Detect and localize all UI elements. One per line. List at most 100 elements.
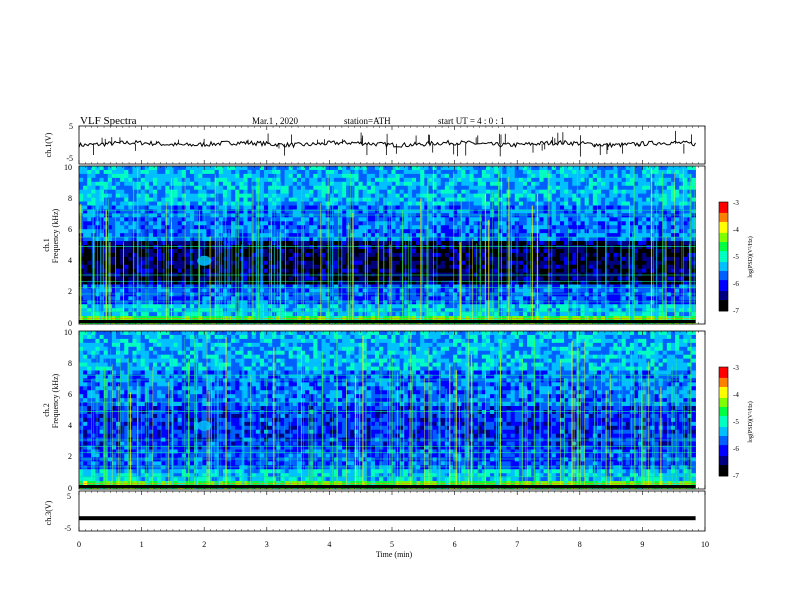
spectrogram-cell: [379, 173, 384, 179]
spectrogram-cell: [518, 237, 524, 242]
spectrogram-cell: [675, 221, 680, 226]
spectrogram-cell: [111, 225, 117, 230]
spectrogram-cell: [416, 205, 421, 210]
spectrogram-cell: [494, 181, 499, 187]
spectrogram-cell: [580, 177, 585, 183]
spectrogram-cell: [436, 173, 442, 179]
spectrogram-cell: [231, 241, 236, 246]
spectrogram-cell: [251, 225, 257, 230]
spectrogram-cell: [194, 181, 199, 187]
spectrogram-cell: [440, 264, 446, 269]
spectrogram-cell: [157, 213, 162, 218]
spectrogram-cell: [116, 288, 121, 293]
spectrogram-cell: [416, 185, 421, 190]
spectrogram-cell: [235, 241, 240, 246]
spectrogram-cell: [683, 233, 688, 238]
spectrogram-cell: [202, 221, 207, 226]
spectrogram-cell: [83, 229, 88, 234]
spectrogram-cell: [206, 209, 211, 214]
spectrogram-cell: [613, 256, 618, 262]
spectrogram-cell: [140, 237, 146, 242]
spectrogram-cell: [214, 169, 220, 175]
spectrogram-cell: [165, 260, 170, 266]
spectrogram-cell: [358, 201, 363, 206]
spectrogram-cell: [152, 229, 158, 234]
spectrogram-cell: [268, 288, 273, 293]
spectrogram-cell: [518, 284, 524, 289]
spectrogram-cell: [280, 264, 285, 269]
spectrogram-cell: [518, 217, 524, 222]
spectrogram-cell: [181, 213, 187, 218]
spectrogram-cell: [580, 256, 585, 262]
spectrogram-cell: [152, 256, 158, 262]
spectrogram-cell: [461, 197, 466, 202]
spectrogram-cell: [144, 260, 150, 266]
spectrogram-cell: [510, 177, 516, 183]
spectrogram-cell: [547, 268, 553, 273]
spectrogram-cell: [173, 173, 178, 179]
spectrogram-cell: [288, 229, 294, 234]
spectrogram-cell: [543, 209, 548, 214]
spectrogram-cell: [243, 284, 248, 289]
spectrogram-cell: [144, 276, 150, 281]
spectrogram-cell: [116, 213, 121, 218]
spectrogram-cell: [346, 177, 351, 183]
spectrogram-cell: [527, 268, 532, 273]
spectrogram-cell: [395, 185, 400, 190]
spectrogram-cell: [132, 248, 137, 254]
spectrogram-cell: [161, 260, 166, 266]
spectrogram-cell: [144, 233, 150, 238]
spectrogram-cell: [173, 280, 178, 285]
spectrogram-cell: [596, 197, 602, 202]
spectrogram-cell: [662, 201, 668, 206]
spectrogram-cell: [399, 221, 405, 226]
spectrogram-cell: [568, 197, 573, 202]
spectrogram-cell: [448, 241, 454, 246]
spectrogram-cell: [128, 280, 133, 285]
spectrogram-cell: [305, 177, 310, 183]
spectrogram-cell: [226, 177, 232, 183]
spectrogram-cell: [111, 280, 117, 285]
spectrogram-cell: [152, 173, 158, 179]
spectrogram-cell: [588, 181, 594, 187]
spectrogram-cell: [555, 201, 561, 206]
spectrogram-cell: [531, 189, 536, 194]
spectrogram-cell: [679, 241, 684, 246]
spectrogram-cell: [416, 225, 421, 230]
spectrogram-cell: [124, 245, 129, 250]
spectrogram-cell: [481, 173, 487, 179]
spectrogram-cell: [354, 201, 359, 206]
spectrogram-cell: [342, 245, 347, 250]
spectrogram-cell: [366, 241, 372, 246]
spectrogram-cell: [428, 241, 433, 246]
spectrogram-cell: [502, 166, 507, 171]
spectrogram-cell: [424, 201, 429, 206]
spectrogram-cell: [551, 185, 557, 190]
spectrogram-cell: [313, 256, 318, 262]
spectrogram-cell: [547, 201, 553, 206]
spectrogram-cell: [210, 276, 215, 281]
spectrogram-cell: [132, 260, 137, 266]
spectrogram-cell: [128, 221, 133, 226]
spectrogram-cell: [477, 181, 483, 187]
spectrogram-cell: [152, 181, 158, 187]
spectrogram-cell: [621, 237, 627, 242]
spectrogram-cell: [366, 193, 372, 198]
spectrogram-cell: [670, 233, 676, 238]
spectrogram-cell: [650, 217, 655, 222]
spectrogram-cell: [218, 181, 224, 187]
spectrogram-cell: [559, 189, 565, 194]
spectrogram-cell: [522, 260, 528, 266]
spectrogram-cell: [218, 276, 224, 281]
spectrogram-cell: [247, 276, 252, 281]
spectrogram-cell: [506, 248, 511, 254]
spectrogram-cell: [202, 173, 207, 179]
spectrogram-cell: [333, 260, 339, 266]
spectrogram-cell: [399, 229, 405, 234]
spectrogram-cell: [337, 217, 343, 222]
spectrogram-cell: [243, 280, 248, 285]
spectrogram-cell: [510, 201, 516, 206]
spectrogram-cell: [559, 245, 565, 250]
spectrogram-cell: [518, 233, 524, 238]
spectrogram-cell: [411, 229, 417, 234]
